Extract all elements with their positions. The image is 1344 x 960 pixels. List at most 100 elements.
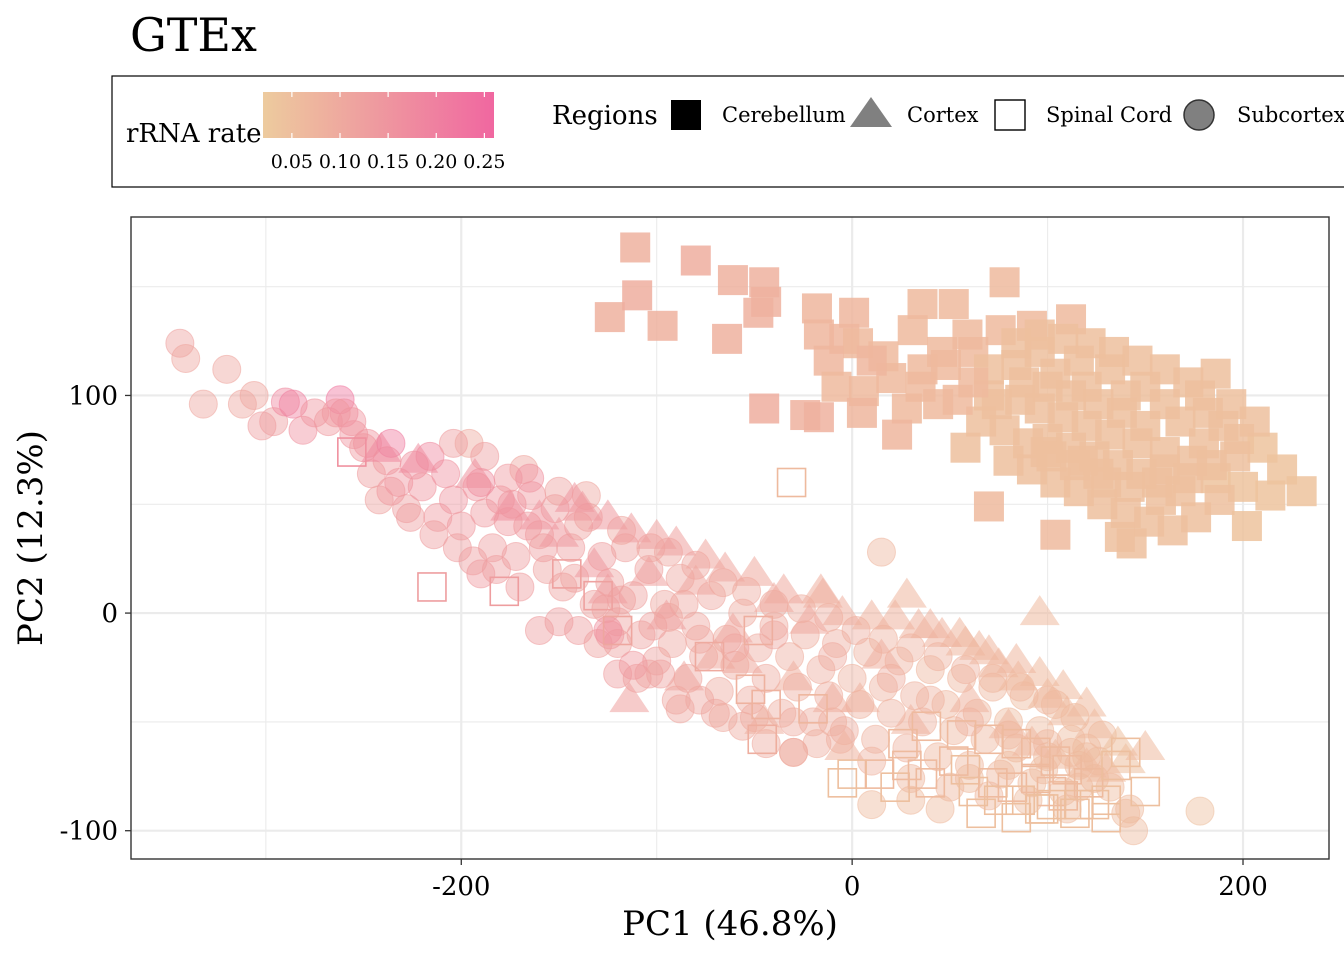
point-cerebellum (620, 232, 651, 263)
point-cerebellum (1165, 406, 1196, 437)
point-spinal-cord (1130, 776, 1161, 807)
point-spinal-cord (907, 759, 938, 789)
point-spinal-cord (997, 772, 1028, 802)
point-subcortex (896, 763, 926, 793)
point-spinal-cord (1021, 763, 1051, 794)
point-spinal-cord (966, 798, 996, 829)
x-tick-label: 0 (844, 872, 861, 902)
point-cerebellum (839, 297, 870, 328)
point-cortex (1043, 669, 1084, 700)
point-cortex (490, 490, 531, 521)
point-cerebellum (973, 491, 1004, 522)
color-legend-title: rRNA rate (126, 119, 262, 149)
point-cerebellum (801, 293, 832, 324)
point-cortex (839, 682, 880, 713)
point-subcortex (915, 685, 945, 715)
point-spinal-cord (1001, 728, 1032, 759)
point-cerebellum (938, 289, 969, 320)
point-subcortex (603, 659, 633, 689)
point-spinal-cord (911, 711, 942, 742)
point-cortex (886, 577, 927, 608)
point-spinal-cord (888, 728, 918, 759)
point-cortex (898, 608, 939, 639)
point-cortex (875, 599, 916, 630)
point-spinal-cord (751, 689, 781, 720)
point-cortex (685, 538, 726, 569)
point-cerebellum (856, 345, 887, 376)
point-spinal-cord (892, 750, 922, 781)
point-cortex (398, 442, 439, 473)
point-cerebellum (717, 265, 748, 296)
point-spinal-cord (489, 576, 520, 607)
point-subcortex (407, 472, 437, 502)
shape-legend-item: Spinal Cord (994, 99, 1172, 131)
point-cortex (675, 564, 716, 595)
point-cerebellum (749, 393, 780, 424)
point-cerebellum (1145, 484, 1176, 515)
point-cortex (611, 512, 652, 543)
point-spinal-cord (1024, 794, 1055, 824)
point-cortex (1066, 686, 1107, 717)
point-subcortex (704, 676, 734, 706)
point-cerebellum (622, 280, 653, 311)
point-subcortex (1115, 794, 1145, 824)
plot-border (130, 216, 1330, 860)
point-cerebellum (1040, 519, 1071, 550)
point-subcortex (802, 729, 832, 759)
point-cortex (562, 490, 603, 521)
point-subcortex (438, 428, 468, 458)
point-cerebellum (1149, 354, 1180, 385)
point-cortex (664, 660, 705, 691)
point-subcortex (818, 642, 848, 672)
y-axis-title: PC2 (12.3%) (11, 430, 51, 646)
point-cerebellum (1220, 441, 1251, 472)
point-cortex (519, 499, 560, 530)
filled-square-key (671, 100, 701, 130)
point-cerebellum (989, 267, 1020, 298)
point-subcortex (454, 428, 484, 458)
point-subcortex (564, 615, 594, 645)
point-subcortex (954, 750, 984, 780)
point-cortex (753, 582, 794, 613)
point-spinal-cord (958, 776, 989, 807)
point-cortex (609, 682, 650, 713)
point-cortex (922, 616, 963, 647)
point-spinal-cord (978, 768, 1008, 798)
point-spinal-cord (1091, 802, 1122, 833)
point-cerebellum (1239, 406, 1270, 437)
point-subcortex (779, 707, 809, 737)
point-cortex (538, 516, 579, 547)
point-subcortex (321, 398, 351, 428)
point-subcortex (395, 502, 425, 532)
shape-legend-label: Cerebellum (722, 103, 846, 127)
point-spinal-cord (735, 674, 766, 705)
point-subcortex (259, 407, 289, 437)
y-tick-label: 0 (101, 599, 118, 629)
point-subcortex (857, 746, 887, 776)
color-legend-tick-label: 0.15 (367, 151, 409, 173)
shape-legend-label: Subcortex (1237, 103, 1344, 127)
shape-legend-label: Cortex (907, 103, 979, 127)
point-subcortex (646, 659, 676, 689)
filled-triangle-key (850, 97, 892, 127)
point-cerebellum (1286, 476, 1317, 507)
shape-legend-items: Cerebellum Cortex Spinal Cord Subcortex (671, 97, 1344, 131)
point-subcortex (227, 389, 257, 419)
point-spinal-cord (1021, 737, 1051, 768)
point-spinal-cord (1091, 785, 1122, 816)
shape-legend-title: Regions (552, 101, 658, 131)
point-spinal-cord (1060, 798, 1090, 829)
point-cortex (587, 499, 628, 530)
shape-legend-item: Subcortex (1183, 99, 1344, 131)
point-spinal-cord (602, 615, 633, 646)
point-cortex (587, 573, 628, 604)
point-spinal-cord (1005, 785, 1036, 816)
point-spinal-cord (743, 615, 774, 646)
point-cerebellum (950, 432, 981, 463)
point-spinal-cord (747, 724, 778, 755)
point-cortex (454, 457, 495, 488)
point-subcortex (685, 624, 715, 654)
point-spinal-cord (1036, 789, 1067, 820)
point-subcortex (337, 407, 367, 437)
point-cortex (361, 431, 402, 462)
